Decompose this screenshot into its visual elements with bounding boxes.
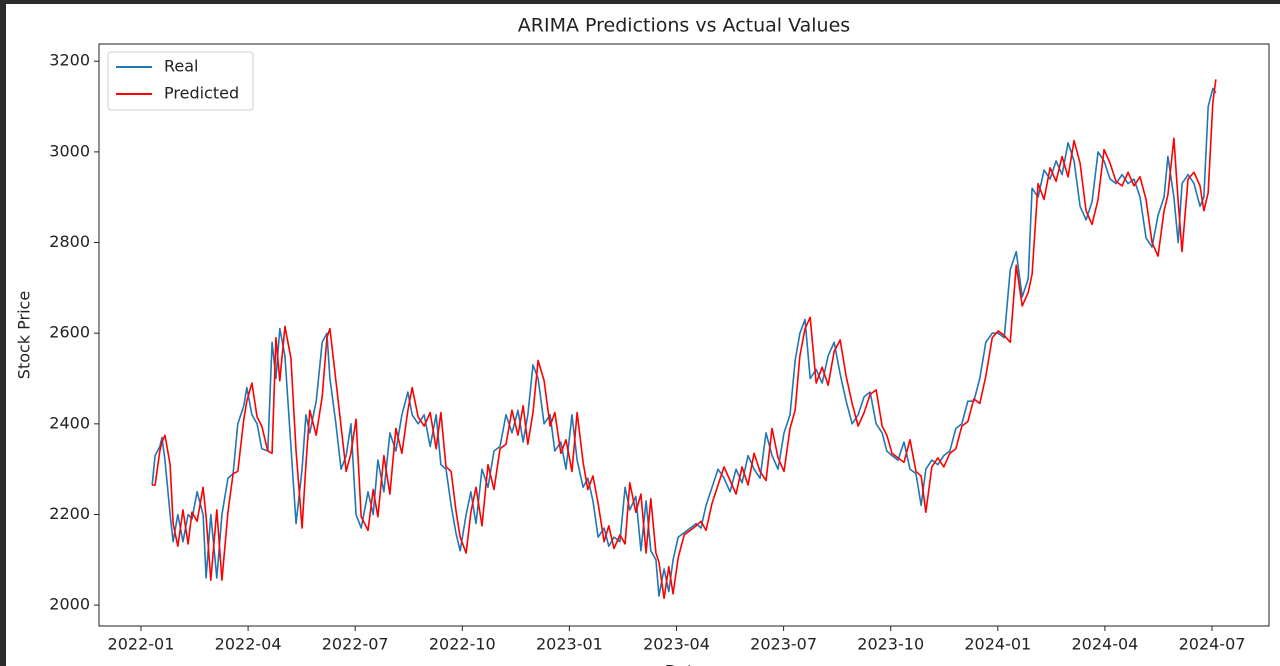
series-line — [151, 87, 1217, 597]
x-tick-label: 2023-07 — [750, 635, 817, 654]
x-tick-label: 2023-10 — [857, 635, 924, 654]
x-tick-label: 2023-04 — [643, 635, 710, 654]
x-tick-label: 2024-04 — [1071, 635, 1138, 654]
y-tick-label: 2800 — [49, 232, 90, 251]
legend-label: Predicted — [164, 84, 239, 103]
y-tick-label: 3200 — [49, 51, 90, 70]
plot-frame — [98, 43, 1270, 627]
y-tick-label: 2400 — [49, 413, 90, 432]
x-tick-label: 2022-01 — [108, 635, 175, 654]
y-tick-label: 2000 — [49, 595, 90, 614]
x-axis-label: Date — [665, 662, 703, 666]
series-line — [152, 79, 1217, 600]
y-tick-label: 3000 — [49, 141, 90, 160]
y-tick-label: 2600 — [49, 323, 90, 342]
x-tick-label: 2022-07 — [322, 635, 389, 654]
y-tick-label: 2200 — [49, 504, 90, 523]
y-axis-label: Stock Price — [15, 291, 34, 379]
x-tick-label: 2024-01 — [964, 635, 1031, 654]
x-tick-label: 2022-04 — [215, 635, 282, 654]
x-tick-label: 2023-01 — [536, 635, 603, 654]
x-tick-label: 2022-10 — [429, 635, 496, 654]
chart-title: ARIMA Predictions vs Actual Values — [518, 15, 850, 37]
x-tick-label: 2024-07 — [1179, 635, 1246, 654]
figure: ARIMA Predictions vs Actual Values Stock… — [6, 4, 1280, 666]
legend-label: Real — [164, 57, 199, 76]
